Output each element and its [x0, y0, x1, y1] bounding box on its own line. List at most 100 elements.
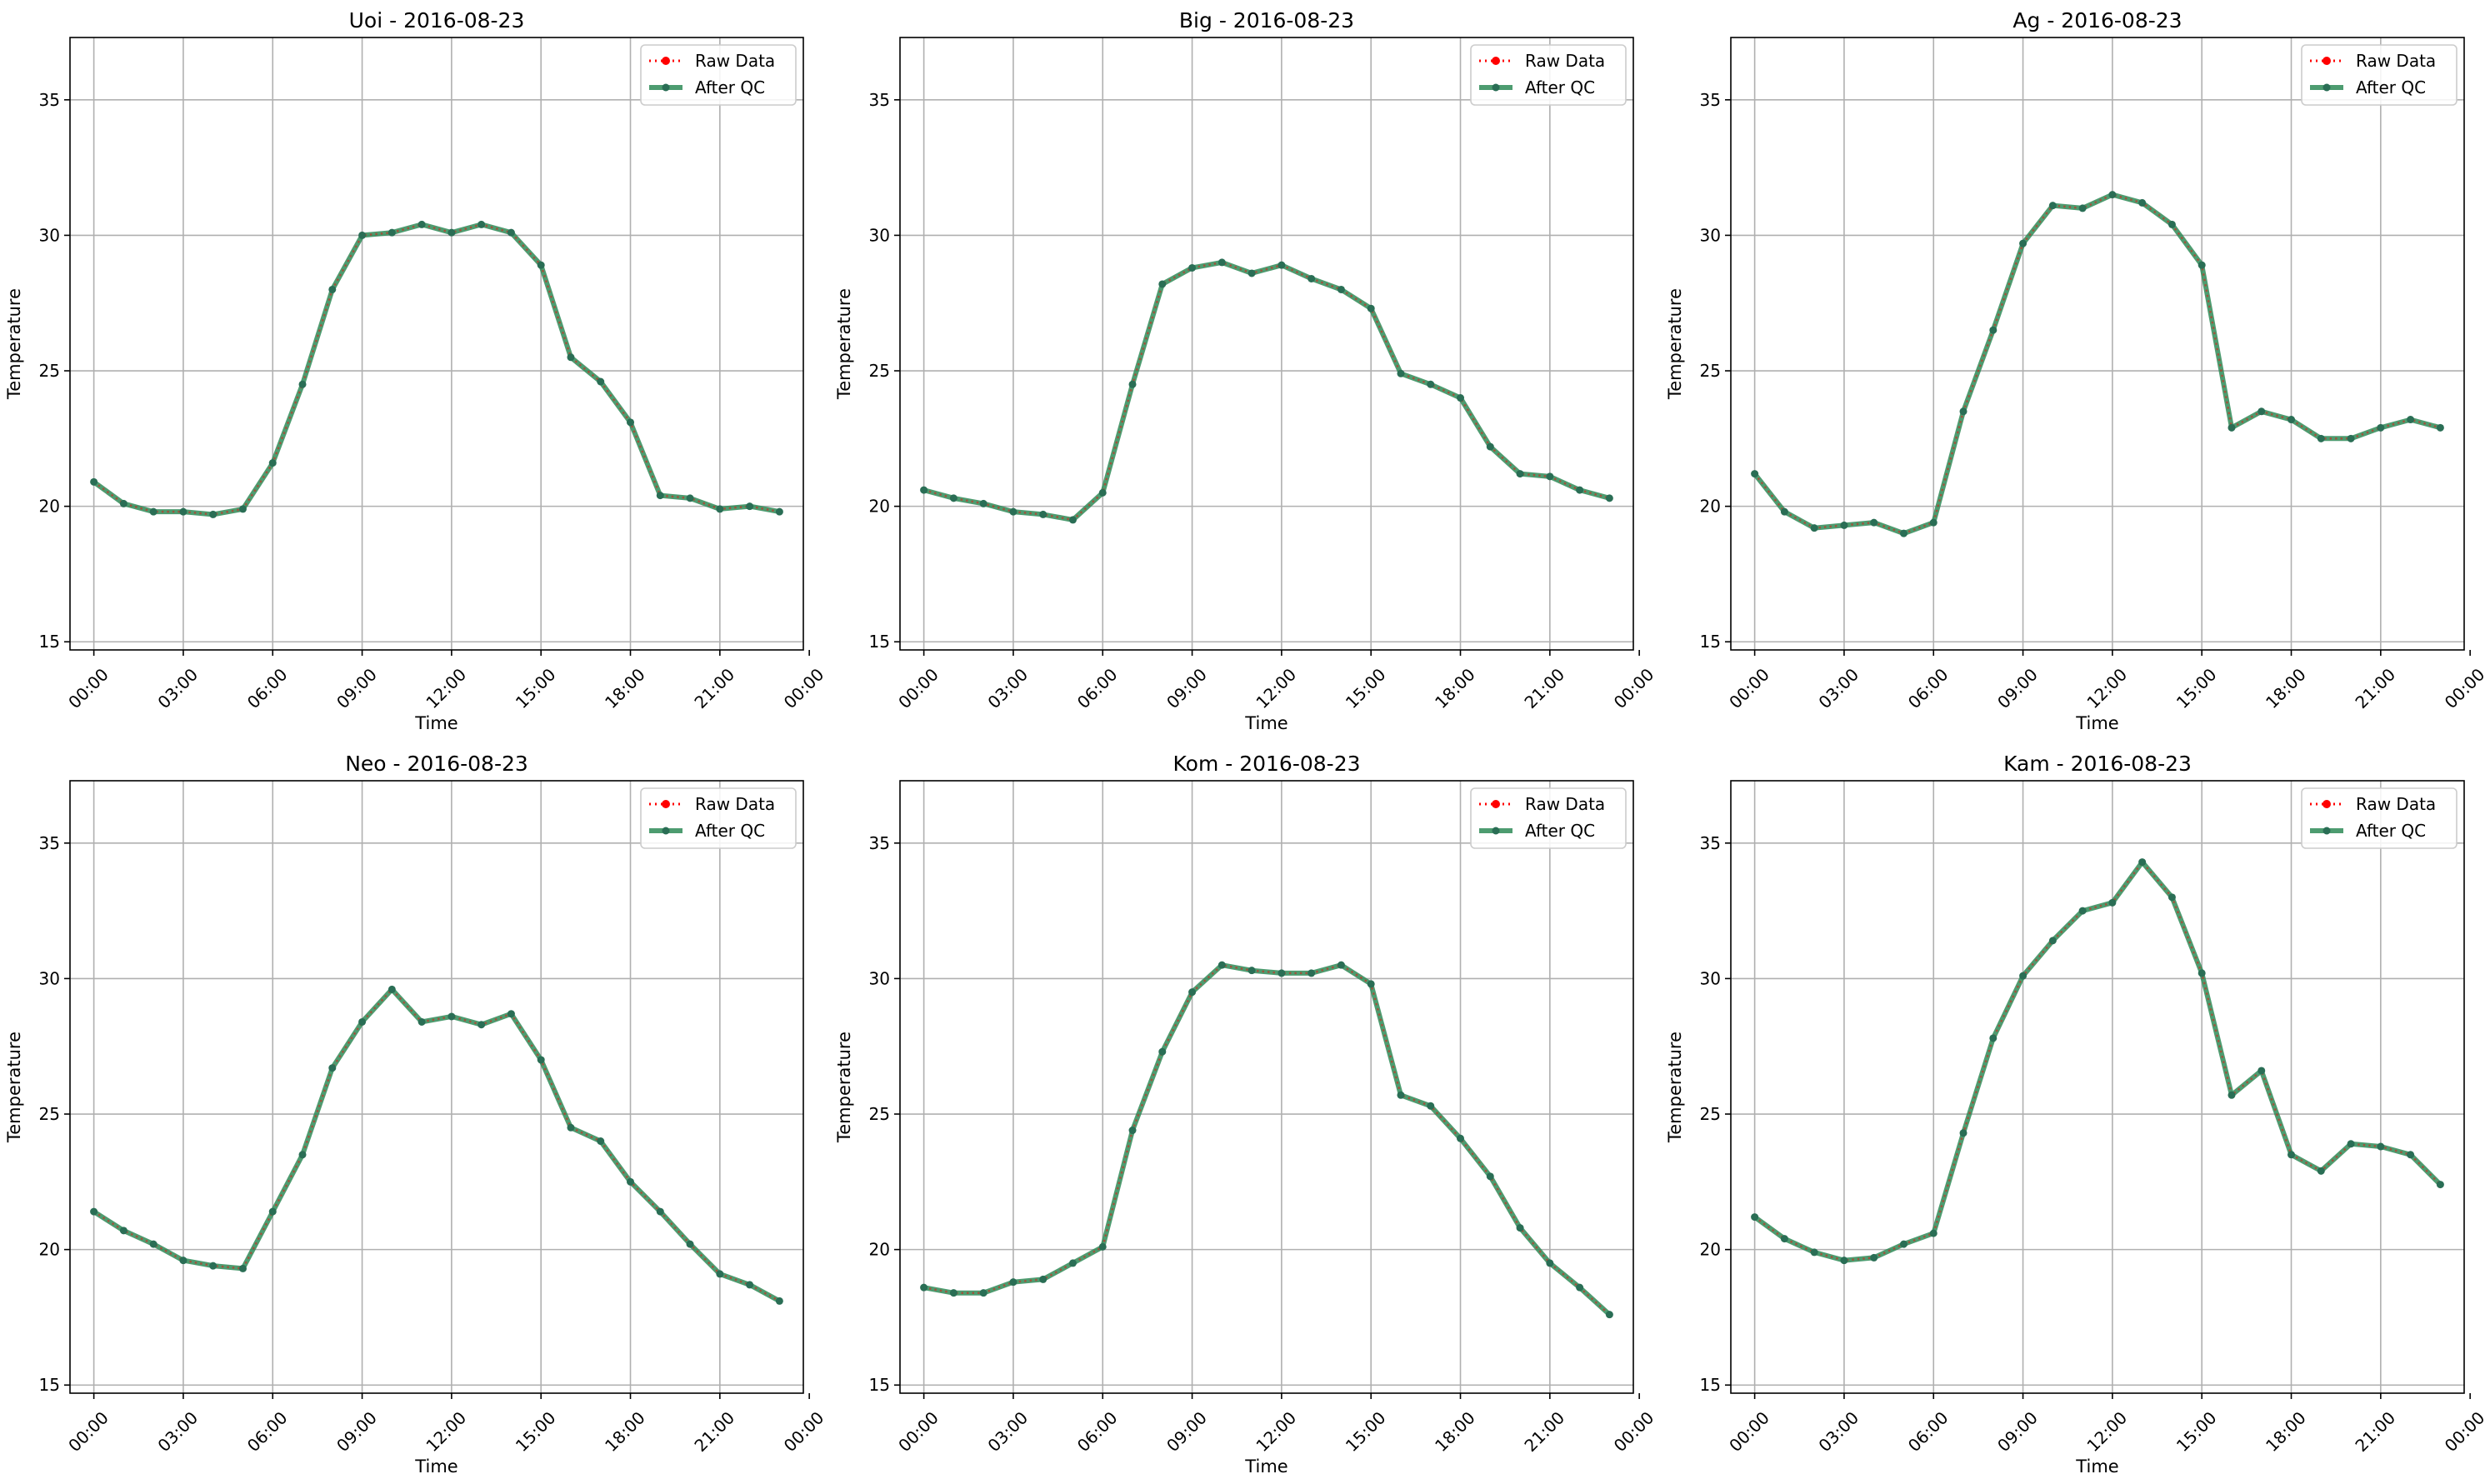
data-point-after-qc — [1486, 1172, 1494, 1181]
x-tick-label: 15:00 — [1342, 664, 1390, 712]
y-tick-label: 20 — [1700, 1240, 1721, 1260]
data-point-after-qc — [1810, 524, 1818, 532]
data-point-after-qc — [1605, 1311, 1613, 1319]
subplot-3: 15 20 25 30 35 00:00 03:00 06:00 09:00 12:00 15:00… — [1665, 8, 2485, 733]
data-point-after-qc — [119, 1227, 128, 1235]
x-tick-label: 18:00 — [2262, 664, 2310, 712]
x-axis-label: Time — [414, 1457, 458, 1477]
data-point-after-qc — [1098, 488, 1107, 497]
data-point-after-qc — [298, 380, 307, 388]
data-point-after-qc — [1780, 1235, 1788, 1243]
x-tick-label: 00:00 — [1610, 664, 1658, 712]
data-point-after-qc — [268, 1207, 277, 1216]
data-point-after-qc — [1397, 369, 1405, 377]
y-tick-label: 25 — [869, 1104, 890, 1124]
data-point-after-qc — [1870, 518, 1878, 527]
data-point-after-qc — [775, 1297, 783, 1305]
data-point-after-qc — [1457, 394, 1465, 402]
x-tick-label: 12:00 — [2082, 1407, 2131, 1456]
y-tick-label: 35 — [39, 833, 60, 853]
y-tick-label: 20 — [869, 497, 890, 517]
x-axis-label: Time — [2075, 1457, 2118, 1477]
x-axis-label: Time — [2075, 713, 2118, 733]
legend-marker-raw-data — [1492, 800, 1500, 808]
x-tick-label: 21:00 — [690, 1407, 738, 1456]
subplot-1: 15 20 25 30 35 00:00 03:00 06:00 09:00 12:00 15:00… — [4, 8, 828, 733]
data-point-after-qc — [388, 228, 396, 237]
x-tick-label: 18:00 — [1431, 1407, 1479, 1456]
data-point-after-qc — [2108, 898, 2117, 907]
legend-marker-raw-data — [2322, 57, 2331, 65]
data-point-after-qc — [2198, 261, 2206, 269]
x-tick-label: 09:00 — [332, 664, 381, 712]
data-point-after-qc — [1840, 521, 1848, 529]
legend-label-raw-data: Raw Data — [695, 794, 775, 814]
data-point-after-qc — [2288, 1151, 2296, 1159]
series-line-after-qc — [1752, 192, 2443, 537]
legend-marker-raw-data — [662, 800, 670, 808]
y-tick-label: 15 — [1700, 1375, 1721, 1395]
x-tick-label: 15:00 — [2172, 1407, 2221, 1456]
data-point-after-qc — [1959, 407, 1968, 416]
data-point-after-qc — [2228, 423, 2236, 432]
data-point-after-qc — [328, 285, 337, 293]
data-point-after-qc — [1576, 1283, 1584, 1292]
x-tick-label: 00:00 — [894, 1407, 942, 1456]
x-tick-label: 03:00 — [153, 664, 202, 712]
data-point-after-qc — [1188, 988, 1197, 997]
data-point-after-qc — [1128, 380, 1137, 388]
data-point-after-qc — [537, 261, 545, 269]
x-tick-label: 21:00 — [1520, 664, 1568, 712]
axes-frame — [69, 780, 804, 1394]
chart-title: Ag - 2016-08-23 — [2012, 8, 2182, 32]
data-point-after-qc — [920, 1283, 928, 1292]
data-point-after-qc — [1397, 1091, 1405, 1099]
data-point-after-qc — [1188, 263, 1197, 272]
data-point-after-qc — [775, 507, 783, 516]
x-axis-label: Time — [414, 713, 458, 733]
data-point-after-qc — [2407, 1151, 2415, 1159]
data-point-after-qc — [298, 1151, 307, 1159]
data-point-after-qc — [686, 494, 694, 502]
x-tick-label: 09:00 — [332, 1407, 381, 1456]
data-point-after-qc — [1308, 969, 1316, 977]
data-point-after-qc — [90, 477, 98, 486]
plot-area — [1731, 781, 2464, 1393]
data-point-after-qc — [2288, 416, 2296, 424]
data-point-after-qc — [2436, 1181, 2444, 1189]
chart-title: Kom - 2016-08-23 — [1173, 752, 1361, 776]
data-point-after-qc — [949, 494, 958, 502]
legend-label-after-qc: After QC — [1525, 821, 1595, 841]
series-line-raw-data — [1753, 193, 2441, 535]
data-point-after-qc — [1780, 507, 1788, 516]
series-line-raw-data — [1753, 860, 2442, 1262]
data-point-after-qc — [1899, 529, 1908, 537]
data-point-after-qc — [597, 377, 605, 386]
y-tick-label: 25 — [869, 361, 890, 381]
legend-marker-after-qc — [1492, 827, 1500, 835]
data-point-after-qc — [1248, 967, 1256, 975]
axes-frame — [899, 37, 1634, 651]
chart-title: Kam - 2016-08-23 — [2003, 752, 2192, 776]
data-point-after-qc — [238, 1264, 247, 1272]
y-tick-label: 30 — [869, 225, 890, 245]
legend-marker-after-qc — [2322, 83, 2331, 92]
x-tick-label: 18:00 — [601, 1407, 649, 1456]
data-point-after-qc — [2168, 893, 2176, 902]
series-line-after-qc — [921, 259, 1612, 522]
legend-marker-after-qc — [662, 827, 670, 835]
data-point-after-qc — [328, 1064, 337, 1072]
data-point-after-qc — [238, 505, 247, 513]
series-line-raw-data — [923, 963, 1611, 1316]
x-tick-label: 06:00 — [1073, 1407, 1122, 1456]
legend: Raw Data After QC — [640, 787, 797, 849]
y-tick-label: 15 — [39, 632, 60, 652]
data-point-after-qc — [920, 486, 928, 494]
data-point-after-qc — [2347, 434, 2355, 442]
x-tick-label: 12:00 — [2082, 664, 2131, 712]
x-tick-label: 09:00 — [1993, 1407, 2042, 1456]
data-point-after-qc — [1427, 380, 1435, 388]
x-tick-label: 12:00 — [1252, 1407, 1300, 1456]
y-tick-label: 30 — [1700, 225, 1721, 245]
